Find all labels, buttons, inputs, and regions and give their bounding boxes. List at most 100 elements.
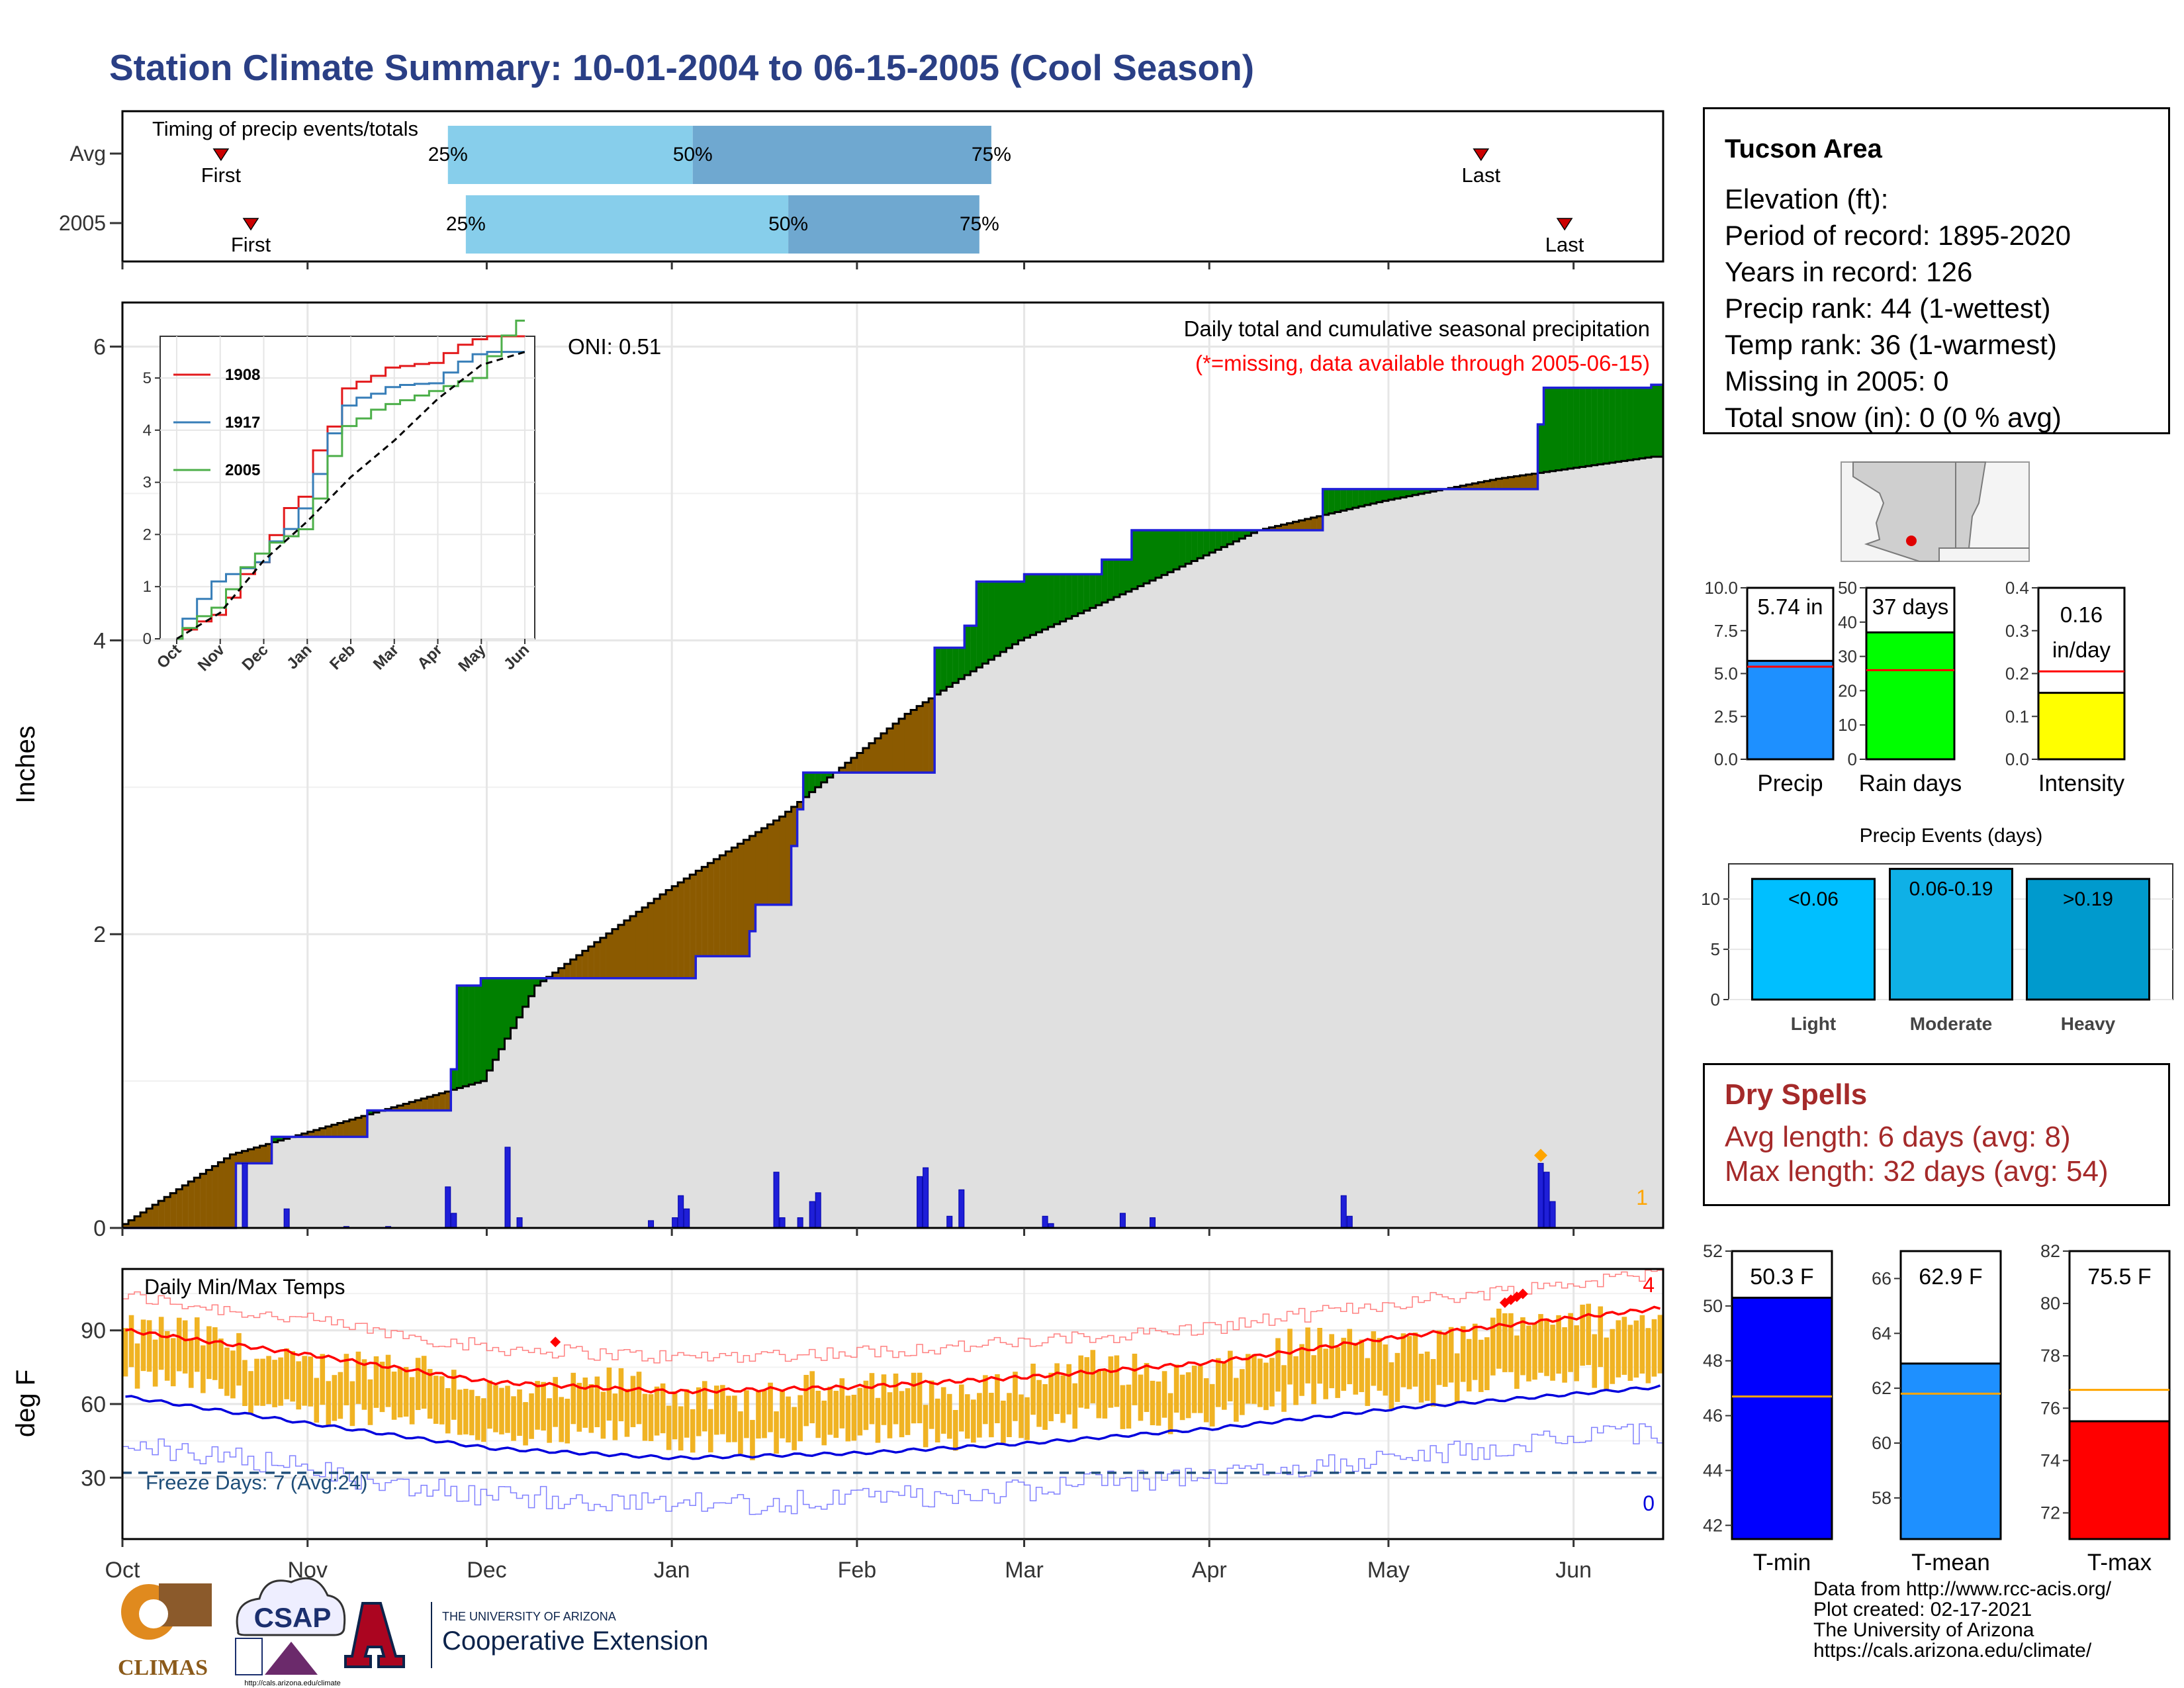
daily-temp-bar [750,1420,755,1460]
below-avg-fill [623,920,631,978]
above-avg-fill [1030,574,1036,635]
daily-temp-bar [929,1380,934,1429]
below-avg-fill [1484,481,1490,489]
below-avg-fill [146,1208,153,1228]
daily-temp-bar [851,1395,857,1441]
daily-temp-bar [1126,1384,1132,1429]
above-avg-fill [1561,387,1568,470]
above-avg-fill [1179,530,1186,567]
summary-label: Rain days [1859,771,1962,796]
above-avg-fill [492,978,499,1060]
daily-temp-bar [1072,1383,1078,1429]
events-title: Precip Events (days) [1860,825,2043,847]
above-avg-fill [534,978,541,986]
daily-precip-bar [672,1217,678,1229]
daily-temp-bar [128,1315,134,1368]
daily-temp-bar [122,1328,128,1377]
month-label: Jan [654,1558,690,1583]
daily-temp-bar [140,1319,146,1372]
daily-temp-bar [1138,1374,1144,1421]
inset-y-label: 0 [143,630,152,648]
daily-temp-bar [636,1372,642,1425]
daily-temp-bar [290,1351,295,1402]
daily-temp-bar [1621,1317,1627,1375]
above-avg-fill [1209,530,1216,553]
above-avg-fill [504,978,511,1039]
above-avg-fill [1119,559,1126,594]
above-avg-fill [1639,387,1646,459]
pct-label: 75% [972,144,1011,165]
above-avg-fill [1537,424,1544,473]
daily-temp-bar [624,1389,630,1437]
month-label: May [1367,1558,1410,1583]
above-avg-fill [1567,387,1574,469]
below-avg-fill [182,1185,189,1228]
daily-temp-bar [1102,1370,1108,1419]
y-axis-label: Inches [11,726,40,804]
below-avg-fill [242,1150,248,1164]
daily-temp-bar [373,1356,379,1408]
below-avg-fill [1460,485,1467,489]
daily-temp-bar [594,1376,600,1428]
precip-title: Daily total and cumulative seasonal prec… [1184,316,1650,341]
daily-temp-bar [1090,1350,1096,1403]
above-avg-fill [1352,489,1359,508]
below-avg-fill [862,748,869,773]
csap-logo-gauge [235,1638,263,1675]
below-avg-fill [1496,479,1502,489]
below-avg-fill [1490,480,1496,489]
station-info-line: Temp rank: 36 (1-warmest) [1725,329,2057,360]
daily-temp-bar [1580,1304,1585,1366]
precip-subtitle: (*=missing, data available through 2005-… [1195,351,1650,375]
below-avg-fill [910,710,917,773]
above-avg-fill [1394,489,1401,499]
record-marker [1517,1288,1528,1299]
daily-precip-bar [1119,1213,1126,1229]
credit-line: Plot created: 02-17-2021 [1813,1599,2032,1620]
inset-y-label: 1 [143,578,152,596]
above-avg-fill [510,978,517,1028]
below-avg-fill [767,824,774,905]
daily-temp-bar [1592,1334,1598,1388]
credit-line: https://cals.arizona.edu/climate/ [1813,1640,2092,1662]
below-avg-fill [1525,474,1532,489]
summary-y-label: 0 [1848,749,1857,769]
temp-title: Daily Min/Max Temps [144,1275,345,1299]
observed-cumulative-line [122,383,1663,1229]
daily-temp-bar [403,1367,409,1417]
daily-temp-bar [958,1384,964,1432]
record-max-line [122,1270,1663,1364]
below-avg-fill [319,1128,326,1137]
daily-temp-bar [463,1389,469,1434]
temp-summary-y-label: 58 [1872,1488,1891,1508]
daily-precip-bar [917,1176,923,1229]
daily-precip-bar [815,1192,821,1229]
daily-temp-bar [1251,1354,1257,1404]
timing-row-label: 2005 [59,211,106,235]
daily-precip-bar [779,1217,786,1229]
daily-precip-bar [946,1215,953,1229]
daily-precip-bar [451,1213,457,1229]
daily-temp-bar [714,1385,719,1435]
temp-summary-y-label: 52 [1703,1241,1723,1261]
below-avg-fill [152,1204,159,1228]
daily-temp-bar [1633,1320,1639,1378]
events-y-label: 0 [1711,990,1720,1009]
daily-precip-bar [678,1195,684,1229]
daily-temp-bar [1448,1327,1454,1383]
daily-temp-bar [1150,1380,1156,1426]
below-avg-fill [403,1103,410,1111]
credit-line: Data from http://www.rcc-acis.org/ [1813,1578,2112,1600]
daily-temp-bar [654,1386,660,1436]
above-avg-fill [946,647,953,687]
daily-temp-bar [1269,1358,1275,1407]
summary-bar [2037,692,2126,761]
above-avg-fill [1071,574,1078,616]
above-avg-fill [1233,530,1240,541]
daily-temp-bar [517,1389,522,1436]
daily-temp-bar [857,1387,863,1436]
temp-summary-y-label: 74 [2040,1450,2060,1470]
temp-summary-y-label: 62 [1872,1378,1891,1398]
below-avg-fill [1287,523,1293,530]
climas-logo-block [159,1583,212,1626]
